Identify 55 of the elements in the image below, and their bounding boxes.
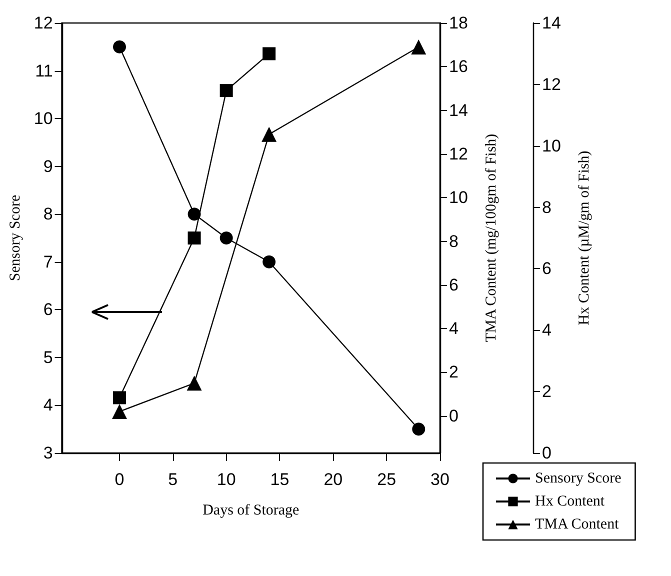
y2-tick-label: 0 xyxy=(449,406,458,426)
y2-tick-label: 8 xyxy=(449,232,458,251)
y-tick-label: 9 xyxy=(43,156,53,176)
point xyxy=(412,422,426,436)
point xyxy=(411,40,426,55)
y3-tick-label: 12 xyxy=(542,74,561,94)
x-tick-label: 15 xyxy=(270,470,290,489)
point xyxy=(262,47,276,60)
point xyxy=(113,391,126,404)
y3-tick-label: 6 xyxy=(542,259,552,278)
y2-tick-label: 18 xyxy=(449,14,468,32)
y-tick-label: 11 xyxy=(35,61,53,80)
point xyxy=(220,84,233,98)
y-axis-title: Sensory Score xyxy=(8,194,24,282)
x-tick-label: 10 xyxy=(216,470,236,489)
point xyxy=(188,232,201,244)
y2-tick-label: 16 xyxy=(449,57,468,76)
y2-axis-title: TMA Content (mg/100gm of Fish) xyxy=(484,134,500,342)
y-tick-label: 5 xyxy=(43,348,53,367)
point xyxy=(220,232,233,244)
y2-tick-label: 4 xyxy=(449,319,458,338)
y2-tick-label: 10 xyxy=(449,188,468,208)
x-tick-label: 5 xyxy=(168,470,178,489)
y2-tick-label: 14 xyxy=(449,100,468,120)
y-tick-label: 6 xyxy=(43,300,53,320)
y-tick-label: 7 xyxy=(43,252,53,272)
point xyxy=(113,40,126,54)
y3-tick-label: 2 xyxy=(542,382,552,402)
y-tick-label: 10 xyxy=(34,109,53,128)
point xyxy=(262,126,277,142)
legend-label: Sensory Score xyxy=(535,470,622,486)
point xyxy=(262,255,276,268)
y3-tick-label: 10 xyxy=(542,136,561,156)
y3-tick-label: 8 xyxy=(542,198,552,217)
x-tick-label: 25 xyxy=(377,470,396,489)
y3-tick-label: 4 xyxy=(542,320,552,340)
y-tick-label: 12 xyxy=(34,14,53,32)
y2-tick-label: 2 xyxy=(449,362,458,382)
point xyxy=(188,208,201,221)
y-tick-label: 8 xyxy=(43,204,53,224)
x-tick-label: 30 xyxy=(430,470,450,489)
y3-tick-label: 14 xyxy=(542,14,561,32)
x-axis-title: Days of Storage xyxy=(202,502,300,518)
y2-tick-label: 6 xyxy=(449,275,458,294)
legend-label: Hx Content xyxy=(535,494,606,510)
y3-tick-label: 0 xyxy=(542,444,552,462)
point xyxy=(186,376,202,391)
y-tick-label: 4 xyxy=(43,396,53,415)
y-tick-label: 3 xyxy=(43,444,53,462)
x-tick-label: 0 xyxy=(114,470,124,489)
legend-label: TMA Content xyxy=(535,516,620,532)
x-tick-label: 20 xyxy=(324,470,343,489)
point xyxy=(112,404,127,420)
y2-tick-label: 12 xyxy=(449,144,468,164)
y3-axis-title: Hx Content (µM/gm of Fish) xyxy=(576,150,592,326)
